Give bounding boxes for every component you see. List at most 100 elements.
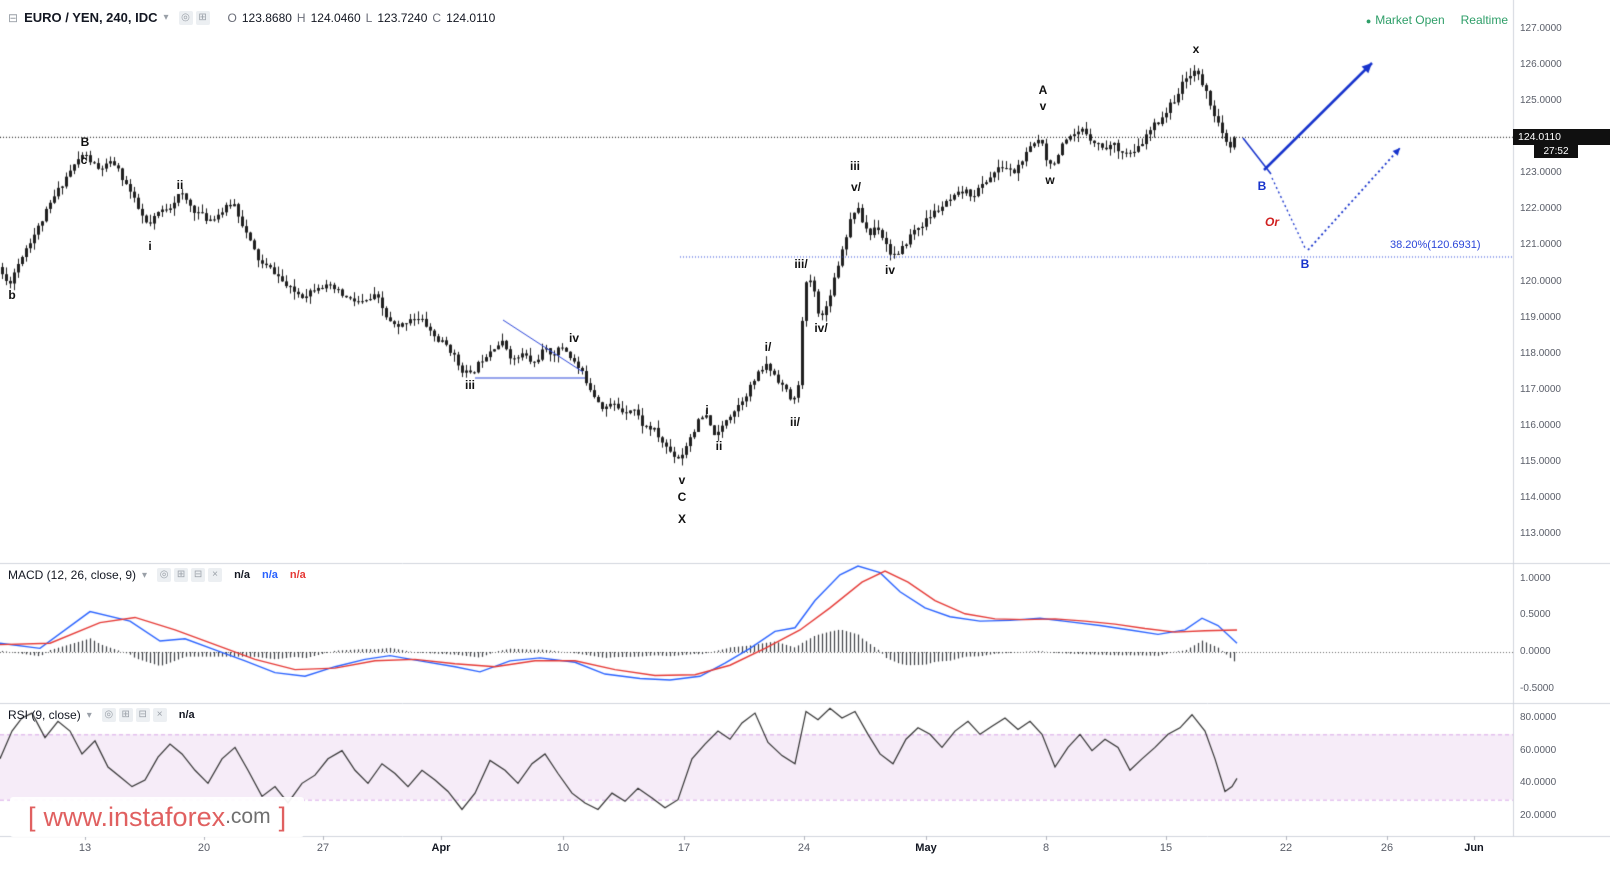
ohlc-close-value: 124.0110	[446, 10, 496, 25]
macd-axis-label: 1.0000	[1520, 572, 1551, 584]
rsi-title[interactable]: RSI (9, close)	[8, 708, 81, 722]
wave-label: w	[1045, 173, 1055, 187]
wave-label: v	[1039, 99, 1047, 113]
price-axis-label: 113.0000	[1520, 528, 1561, 539]
eye-icon[interactable]: ◎	[101, 708, 116, 722]
price-axis-label: 123.0000	[1520, 167, 1562, 179]
price-axis[interactable]: 124.0110 27:52 127.0000 126.0000 125.0000 1…	[1513, 0, 1610, 856]
time-axis-label: 27	[316, 842, 330, 854]
macd-line-value: n/a	[261, 569, 278, 581]
symbol-legend: ⊟ EURO / YEN, 240, IDC ▾ ◎ ⊞ O 123.8680 H…	[8, 10, 495, 25]
time-axis-label: 20	[197, 842, 211, 854]
realtime-status: Realtime	[1460, 13, 1508, 27]
wave-label: B	[1300, 257, 1310, 271]
price-axis-label: 116.0000	[1520, 419, 1561, 431]
time-axis-label: 24	[797, 842, 811, 854]
chevron-down-icon[interactable]: ▾	[86, 709, 92, 721]
rsi-axis-label: 60.0000	[1520, 744, 1557, 756]
time-axis-label: 26	[1380, 842, 1394, 854]
macd-axis-label: 0.5000	[1520, 609, 1551, 621]
ohlc-open-label: O	[227, 10, 237, 25]
symbol-title[interactable]: EURO / YEN, 240, IDC	[24, 10, 158, 25]
rsi-legend-icons: ◎ ⊞ ⊟ ×	[101, 708, 167, 722]
status-dot-icon: ●	[1365, 16, 1372, 26]
rsi-axis-label: 80.0000	[1520, 712, 1557, 723]
macd-title[interactable]: MACD (12, 26, close, 9)	[8, 568, 137, 582]
chevron-down-icon[interactable]: ▾	[163, 12, 169, 23]
wave-label: C	[677, 490, 687, 504]
price-axis-label: 114.0000	[1520, 491, 1561, 503]
wave-label: b	[8, 288, 16, 302]
wave-label: Or	[1264, 215, 1280, 229]
macd-axis-label: -0.5000	[1520, 682, 1554, 694]
watermark-suffix: .com	[225, 805, 271, 828]
price-axis-label: 118.0000	[1520, 347, 1561, 359]
ohlc-open-value: 123.8680	[241, 10, 292, 25]
macd-legend-icons: ◎ ⊞ ⊟ ×	[157, 568, 223, 582]
macd-signal-value: n/a	[289, 569, 306, 581]
market-open-status: ● Market Open	[1365, 13, 1445, 27]
watermark-open-bracket: [	[28, 801, 36, 832]
ohlc-low-label: L	[365, 10, 373, 25]
rsi-legend: RSI (9, close) ▾ ◎ ⊞ ⊟ × n/a	[8, 708, 195, 722]
wave-label: iii/	[794, 257, 808, 271]
macd-value: n/a	[234, 569, 250, 581]
wave-label: i/	[764, 340, 772, 354]
price-axis-label: 115.0000	[1520, 455, 1561, 467]
price-axis-label: 120.0000	[1520, 275, 1562, 287]
time-axis-label: 8	[1042, 842, 1050, 854]
ohlc-readout: O 123.8680 H 124.0460 L 123.7240 C 124.0…	[228, 11, 496, 25]
rsi-axis-label: 20.0000	[1520, 810, 1557, 821]
settings-icon[interactable]: ⊞	[195, 10, 210, 25]
price-axis-label: 125.0000	[1520, 95, 1562, 107]
wave-label: i	[148, 239, 152, 253]
price-axis-label: 122.0000	[1520, 203, 1562, 215]
ohlc-high-label: H	[296, 10, 306, 25]
bar-countdown: 27:52	[1534, 144, 1578, 158]
time-axis[interactable]: 13 20 27 Apr 10 17 24 May 8 15 22 26 Jun	[0, 836, 1513, 878]
fib-retracement-label[interactable]: 38.20%(120.6931)	[1390, 239, 1481, 252]
macd-axis-label: 0.0000	[1520, 646, 1551, 657]
instaforex-watermark: [ www.instaforex .com ]	[10, 797, 305, 837]
wave-label: B	[1257, 179, 1267, 193]
wave-label: iv	[884, 263, 896, 277]
wave-label: c	[80, 153, 88, 167]
settings-icon[interactable]: ⊞	[174, 568, 189, 582]
price-axis-label: 126.0000	[1520, 59, 1562, 71]
settings-icon[interactable]: ⊞	[118, 708, 133, 722]
delete-icon[interactable]: ×	[208, 568, 223, 582]
wave-label: B	[80, 135, 90, 149]
collapse-pane-icon[interactable]: ⊟	[8, 10, 19, 25]
price-axis-label: 121.0000	[1520, 239, 1562, 251]
wave-label: iii	[849, 159, 861, 173]
time-axis-label: 10	[556, 842, 570, 854]
time-axis-label: 15	[1159, 842, 1173, 854]
more-icon[interactable]: ⊟	[135, 708, 150, 722]
watermark-text: www.instaforex	[43, 801, 226, 832]
time-axis-label: 22	[1279, 842, 1293, 854]
time-axis-label: 17	[677, 842, 691, 854]
eye-icon[interactable]: ◎	[157, 568, 172, 582]
price-axis-label: 117.0000	[1520, 383, 1561, 395]
eye-icon[interactable]: ◎	[178, 10, 193, 25]
wave-label: v	[678, 473, 686, 487]
price-axis-label: 127.0000	[1520, 23, 1562, 34]
time-axis-label: Jun	[1464, 842, 1484, 854]
rsi-value: n/a	[178, 709, 195, 721]
more-icon[interactable]: ⊟	[191, 568, 206, 582]
wave-label: v/	[850, 180, 862, 194]
ohlc-high-value: 124.0460	[310, 10, 361, 25]
market-status: ● Market Open Realtime	[1366, 13, 1508, 27]
delete-icon[interactable]: ×	[152, 708, 167, 722]
wave-label: x	[1192, 42, 1200, 56]
chevron-down-icon[interactable]: ▾	[142, 569, 148, 581]
wave-label: iii	[464, 378, 476, 392]
symbol-legend-icons: ◎ ⊞	[178, 10, 210, 25]
macd-legend: MACD (12, 26, close, 9) ▾ ◎ ⊞ ⊟ × n/a n/a n…	[8, 568, 306, 582]
wave-label: X	[677, 512, 687, 526]
ohlc-low-value: 123.7240	[377, 10, 428, 25]
current-price-tag: 124.0110	[1513, 128, 1610, 145]
